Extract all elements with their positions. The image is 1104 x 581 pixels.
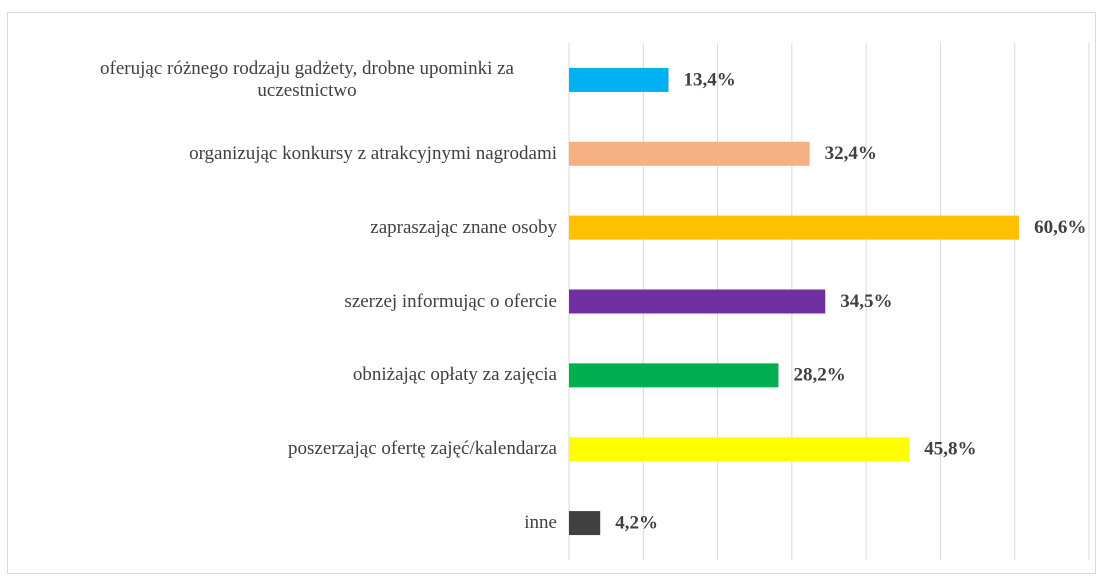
value-label: 13,4% [684,69,736,90]
bar [569,67,669,92]
bar [569,437,910,462]
value-label: 34,5% [840,291,892,312]
value-label: 28,2% [793,365,845,386]
category-label: zapraszając znane osoby [370,216,557,238]
chart-frame [7,12,1096,574]
category-label: poszerzając ofertę zajęć/kalendarza [288,438,557,460]
value-label: 45,8% [924,439,976,460]
bar [569,289,826,314]
bar [569,141,810,166]
bar [569,215,1020,240]
bar [569,363,779,388]
category-label: inne [524,512,557,534]
bar [569,511,601,536]
category-label: szerzej informując o ofercie [344,290,557,312]
value-label: 60,6% [1034,217,1086,238]
category-label: obniżając opłaty za zajęcia [352,364,557,386]
value-label: 4,2% [615,512,658,533]
category-label: organizując konkursy z atrakcyjnymi nagr… [189,142,557,164]
value-label: 32,4% [825,143,877,164]
category-label: oferując różnego rodzaju gadżety, drobne… [100,57,514,101]
